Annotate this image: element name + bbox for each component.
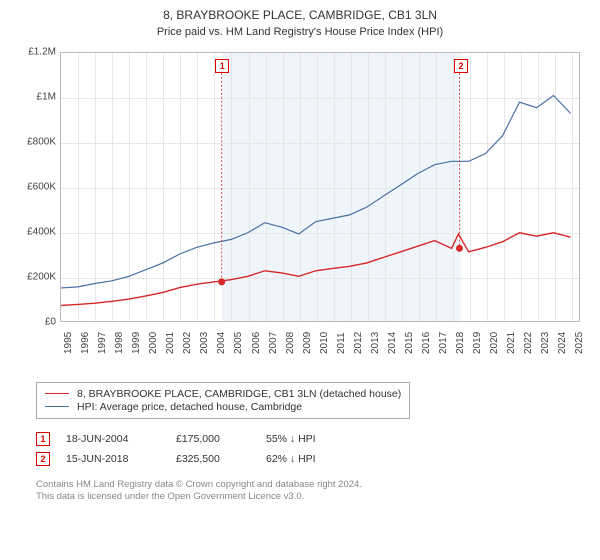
legend-swatch [45,393,69,394]
series-line-property_price [61,232,571,305]
legend-label: HPI: Average price, detached house, Camb… [77,401,302,413]
series-line-hpi [61,95,571,287]
sale-diff-cell: 55% ↓ HPI [266,429,328,449]
line-svg [61,53,579,321]
sale-price-cell: £325,500 [176,449,266,469]
sale-marker-box: 1 [215,59,229,73]
legend-swatch [45,406,69,407]
plot-area: 12 [60,52,580,322]
y-axis-label: £0 [12,316,56,327]
x-axis-label: 2015 [404,331,415,353]
y-axis-label: £1.2M [12,46,56,57]
x-axis-label: 2010 [319,331,330,353]
x-axis-label: 2005 [233,331,244,353]
chart-title: 8, BRAYBROOKE PLACE, CAMBRIDGE, CB1 3LN [12,8,588,24]
x-axis-label: 2022 [523,331,534,353]
x-axis-label: 1999 [131,331,142,353]
legend-label: 8, BRAYBROOKE PLACE, CAMBRIDGE, CB1 3LN … [77,388,401,400]
legend-row: HPI: Average price, detached house, Camb… [45,401,401,413]
sale-diff-cell: 62% ↓ HPI [266,449,328,469]
x-axis-label: 2003 [199,331,210,353]
sale-index-badge: 1 [36,432,50,446]
sale-index-badge: 2 [36,452,50,466]
x-axis-label: 1995 [63,331,74,353]
x-axis-label: 2024 [557,331,568,353]
sale-date-cell: 18-JUN-2004 [66,429,176,449]
x-axis-label: 2001 [165,331,176,353]
x-axis-label: 2016 [421,331,432,353]
sale-marker-box: 2 [454,59,468,73]
table-row: 1 18-JUN-2004£175,00055% ↓ HPI [36,429,328,449]
table-row: 2 15-JUN-2018£325,50062% ↓ HPI [36,449,328,469]
x-axis-label: 2014 [387,331,398,353]
x-axis-label: 2019 [472,331,483,353]
legend: 8, BRAYBROOKE PLACE, CAMBRIDGE, CB1 3LN … [36,382,410,419]
sale-index-cell: 1 [36,429,66,449]
x-axis-label: 2009 [302,331,313,353]
x-axis-label: 2018 [455,331,466,353]
sales-table: 1 18-JUN-2004£175,00055% ↓ HPI 2 15-JUN-201… [36,429,328,469]
y-axis-label: £600K [12,181,56,192]
x-axis-label: 1998 [114,331,125,353]
x-axis-label: 2008 [285,331,296,353]
x-axis-label: 1996 [80,331,91,353]
y-axis-label: £1M [12,91,56,102]
sale-index-cell: 2 [36,449,66,469]
x-axis-label: 2013 [370,331,381,353]
footer-line: Contains HM Land Registry data © Crown c… [36,479,588,491]
legend-row: 8, BRAYBROOKE PLACE, CAMBRIDGE, CB1 3LN … [45,388,401,400]
y-axis-label: £800K [12,136,56,147]
x-axis-label: 2025 [574,331,585,353]
chart-subtitle: Price paid vs. HM Land Registry's House … [12,26,588,38]
x-axis-label: 1997 [97,331,108,353]
chart-area: 12 £0£200K£400K£600K£800K£1M£1.2M1995199… [12,46,588,376]
x-axis-label: 2012 [353,331,364,353]
x-axis-label: 2004 [216,331,227,353]
x-axis-label: 2007 [268,331,279,353]
y-axis-label: £400K [12,226,56,237]
x-axis-label: 2011 [336,332,347,354]
x-axis-label: 2023 [540,331,551,353]
x-axis-label: 2020 [489,331,500,353]
x-axis-label: 2000 [148,331,159,353]
y-axis-label: £200K [12,271,56,282]
chart-container: 8, BRAYBROOKE PLACE, CAMBRIDGE, CB1 3LN … [0,0,600,560]
sale-date-cell: 15-JUN-2018 [66,449,176,469]
x-axis-label: 2021 [506,331,517,353]
sale-price-cell: £175,000 [176,429,266,449]
footer-note: Contains HM Land Registry data © Crown c… [36,479,588,504]
x-axis-label: 2006 [251,331,262,353]
x-axis-label: 2002 [182,331,193,353]
x-axis-label: 2017 [438,331,449,353]
footer-line: This data is licensed under the Open Gov… [36,491,588,503]
